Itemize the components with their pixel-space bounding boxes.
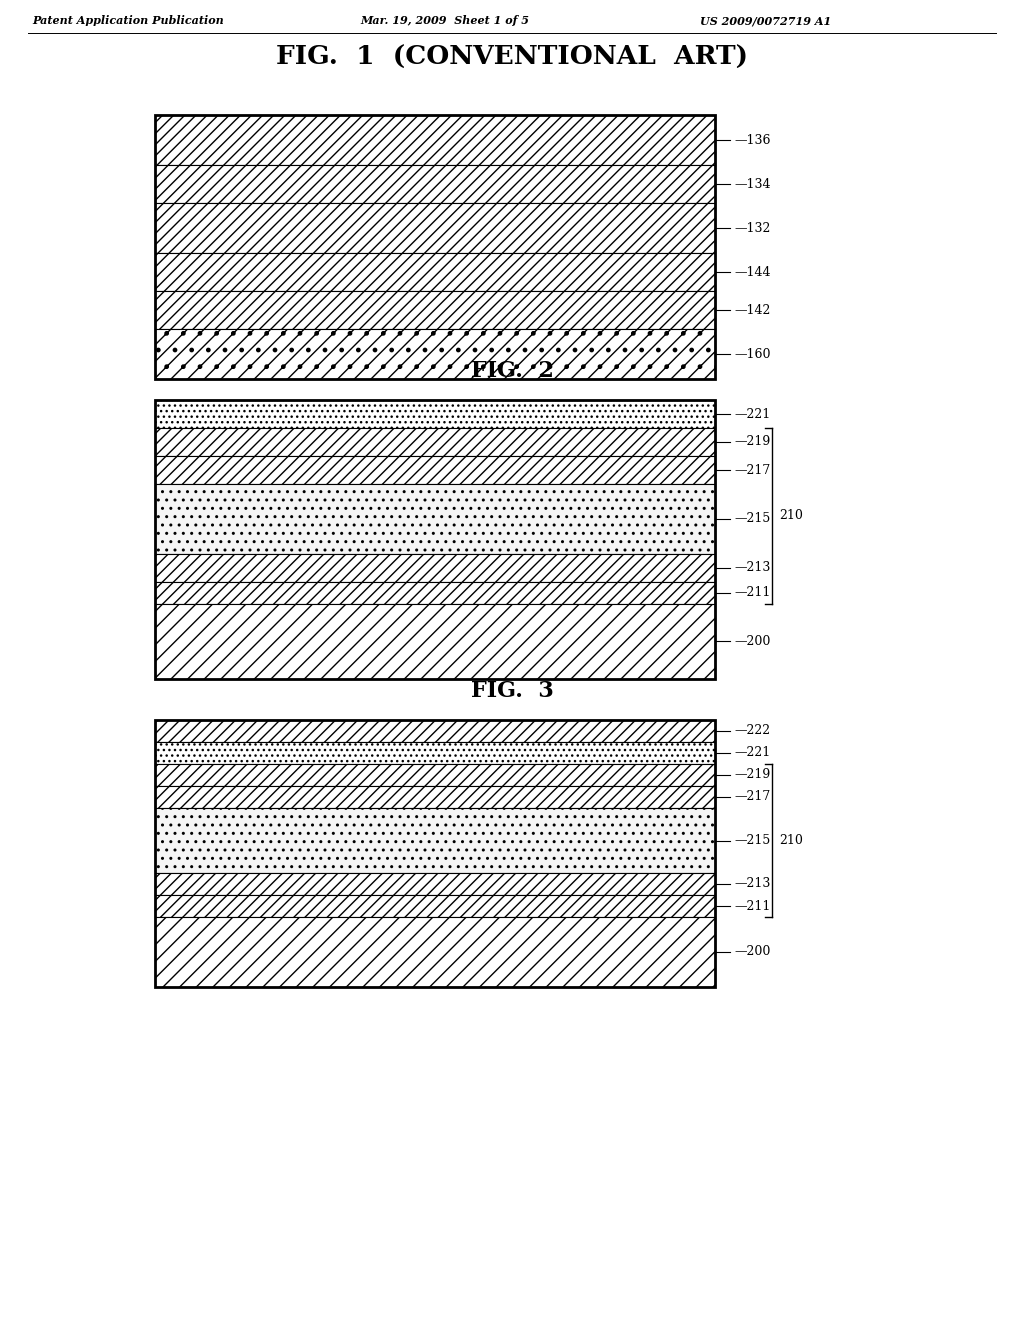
Bar xyxy=(155,203,715,253)
Text: —144: —144 xyxy=(734,265,770,279)
Bar xyxy=(155,290,715,329)
Text: —215: —215 xyxy=(734,512,770,525)
Text: US 2009/0072719 A1: US 2009/0072719 A1 xyxy=(700,15,831,26)
Text: FIG.  1  (CONVENTIONAL  ART): FIG. 1 (CONVENTIONAL ART) xyxy=(276,45,748,70)
Bar xyxy=(155,554,715,582)
Bar xyxy=(155,455,715,484)
Text: 210: 210 xyxy=(779,510,803,523)
Text: —134: —134 xyxy=(734,177,770,190)
Text: —221: —221 xyxy=(734,408,770,421)
Bar xyxy=(155,742,715,764)
Text: —213: —213 xyxy=(734,878,770,891)
Text: Patent Application Publication: Patent Application Publication xyxy=(32,15,224,26)
Bar xyxy=(155,917,715,987)
Text: —219: —219 xyxy=(734,436,770,449)
Text: —160: —160 xyxy=(734,347,770,360)
Text: FIG.  2: FIG. 2 xyxy=(471,360,553,381)
Text: —200: —200 xyxy=(734,945,770,958)
Bar xyxy=(155,719,715,742)
Bar xyxy=(155,719,715,987)
Text: —132: —132 xyxy=(734,222,770,235)
Text: Mar. 19, 2009  Sheet 1 of 5: Mar. 19, 2009 Sheet 1 of 5 xyxy=(360,15,529,26)
Bar xyxy=(155,764,715,785)
Bar xyxy=(155,400,715,678)
Bar xyxy=(155,484,715,554)
Bar xyxy=(155,582,715,605)
Text: —217: —217 xyxy=(734,791,770,804)
Text: —219: —219 xyxy=(734,768,770,781)
Bar xyxy=(155,605,715,678)
Bar xyxy=(155,165,715,203)
Text: 210: 210 xyxy=(779,834,803,847)
Text: —211: —211 xyxy=(734,586,770,599)
Bar xyxy=(155,808,715,873)
Text: —213: —213 xyxy=(734,561,770,574)
Bar xyxy=(155,115,715,165)
Text: —215: —215 xyxy=(734,834,770,847)
Bar xyxy=(155,873,715,895)
Text: —217: —217 xyxy=(734,463,770,477)
Text: —221: —221 xyxy=(734,747,770,759)
Text: —222: —222 xyxy=(734,725,770,738)
Text: —200: —200 xyxy=(734,635,770,648)
Bar xyxy=(155,895,715,917)
Bar xyxy=(155,400,715,428)
Bar xyxy=(155,115,715,379)
Bar xyxy=(155,329,715,379)
Text: FIG.  3: FIG. 3 xyxy=(471,680,553,702)
Bar xyxy=(155,785,715,808)
Bar xyxy=(155,253,715,290)
Bar xyxy=(155,428,715,455)
Text: —142: —142 xyxy=(734,304,770,317)
Text: —136: —136 xyxy=(734,133,770,147)
Text: —211: —211 xyxy=(734,899,770,912)
